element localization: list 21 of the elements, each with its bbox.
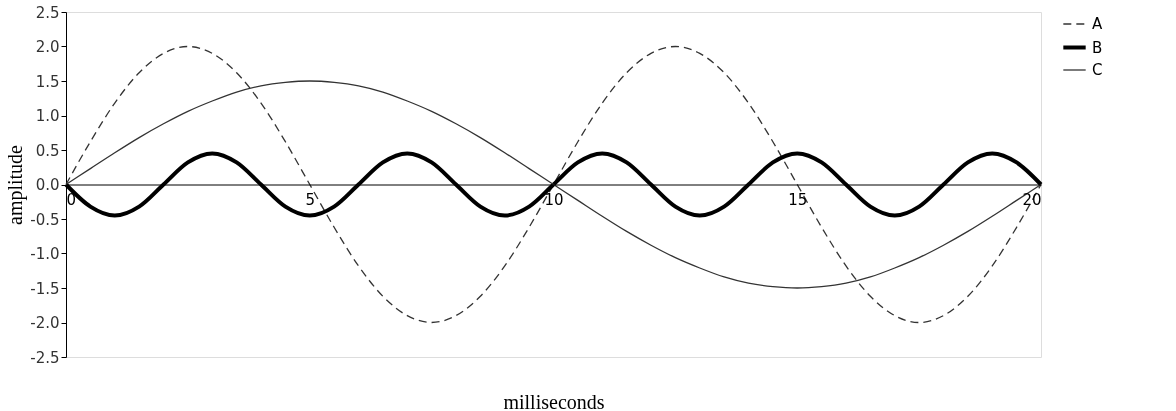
y-tick-label: 2.0	[35, 38, 60, 56]
y-tick-label: 2.5	[35, 3, 60, 22]
y-tick-label: -2.5	[30, 348, 60, 367]
y-tick-label: -1.0	[30, 245, 60, 263]
x-tick-label: 15	[788, 191, 808, 209]
x-tick-label: 10	[544, 191, 564, 209]
x-tick-label: 20	[1022, 191, 1042, 209]
y-axis-title: amplitude	[4, 144, 28, 225]
y-tick-label: -0.5	[30, 210, 60, 229]
x-axis-title: milliseconds	[503, 390, 605, 411]
legend-label: A	[1092, 15, 1103, 33]
y-tick-label: 0.0	[35, 176, 60, 194]
x-tick-label: 0	[66, 191, 77, 209]
y-tick-label: 1.0	[35, 107, 60, 125]
x-tick-label: 5	[305, 191, 316, 209]
y-tick-label: 0.5	[35, 141, 60, 160]
legend-label: C	[1092, 61, 1103, 79]
y-tick-label: -2.0	[30, 314, 60, 332]
y-tick-label: -1.5	[30, 279, 60, 298]
legend-label: B	[1092, 38, 1103, 57]
y-tick-label: 1.5	[35, 72, 60, 91]
